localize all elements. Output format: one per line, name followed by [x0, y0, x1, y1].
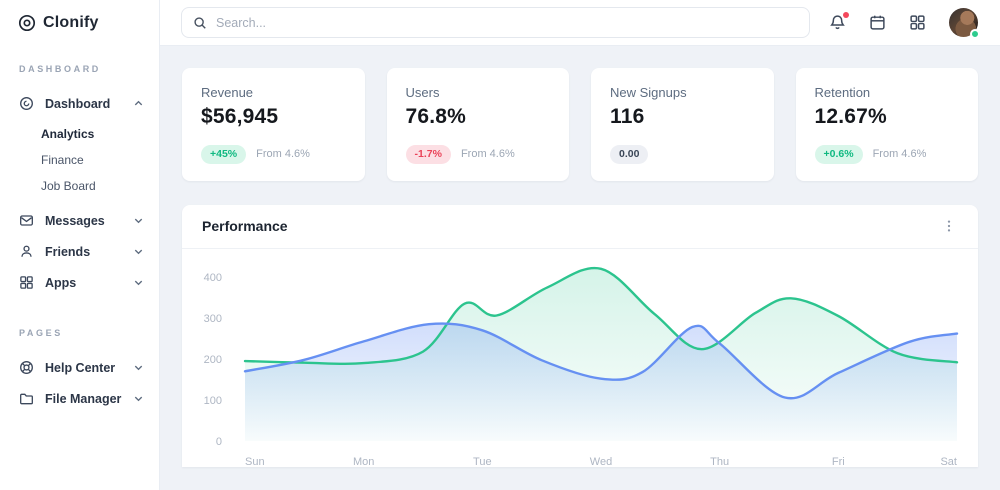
svg-text:200: 200 — [204, 354, 222, 366]
area-chart-svg: 0 100 200 300 400 Sun Mon Tue Wed Thu Fri Sat — [204, 266, 959, 468]
svg-text:Sat: Sat — [940, 456, 957, 468]
sidebar-item-dashboard[interactable]: Dashboard — [0, 88, 159, 119]
sidebar-item-label: File Manager — [45, 391, 122, 406]
stat-change-badge: +45% — [201, 145, 247, 164]
stat-change-badge: 0.00 — [610, 145, 649, 164]
sidebar-item-apps[interactable]: Apps — [0, 267, 159, 298]
svg-text:Mon: Mon — [353, 456, 374, 468]
stat-note: From 4.6% — [256, 148, 310, 161]
svg-text:Fri: Fri — [832, 456, 845, 468]
dashboard-submenu: Analytics Finance Job Board — [0, 119, 159, 205]
stat-card-new-signups: New Signups 116 0.00 — [591, 68, 774, 181]
calendar-icon — [870, 15, 885, 30]
performance-panel: Performance 0 100 200 300 400 Sun Mon Tue Wed Thu… — [182, 205, 978, 468]
chevron-down-icon — [133, 277, 144, 288]
dashboard-disc-icon — [19, 96, 34, 111]
performance-panel-header: Performance — [182, 205, 978, 249]
chevron-down-icon — [133, 215, 144, 226]
stat-card-users: Users 76.8% -1.7% From 4.6% — [386, 68, 569, 181]
performance-chart: 0 100 200 300 400 Sun Mon Tue Wed Thu Fri Sat — [182, 249, 978, 490]
stat-value: 12.67% — [814, 105, 887, 128]
svg-text:Sun: Sun — [245, 456, 265, 468]
person-icon — [19, 244, 34, 259]
calendar-button[interactable] — [869, 14, 886, 31]
stat-note: From 4.6% — [460, 148, 515, 161]
stat-title: New Signups — [610, 85, 687, 100]
grid-icon — [19, 275, 34, 290]
panel-menu-button[interactable] — [940, 217, 958, 235]
stat-card-revenue: Revenue $56,945 +45% From 4.6% — [182, 68, 365, 181]
stat-title: Retention — [814, 85, 871, 100]
folder-icon — [19, 391, 34, 406]
svg-text:Wed: Wed — [590, 456, 612, 468]
sidebar-subitem-job-board[interactable]: Job Board — [41, 179, 96, 193]
brand-logo[interactable]: Clonify — [0, 0, 159, 32]
stat-value: $56,945 — [201, 105, 279, 128]
sidebar-item-help-center[interactable]: Help Center — [0, 352, 159, 383]
section-label-pages: PAGES — [19, 328, 63, 338]
svg-text:100: 100 — [204, 395, 222, 407]
lifebuoy-icon — [19, 360, 34, 375]
stat-value: 76.8% — [405, 105, 467, 128]
chevron-up-icon — [133, 98, 144, 109]
panel-title: Performance — [202, 218, 288, 234]
online-status-dot — [970, 29, 980, 39]
chevron-down-icon — [133, 246, 144, 257]
svg-text:300: 300 — [204, 313, 222, 325]
svg-text:0: 0 — [216, 436, 222, 448]
sidebar-item-label: Help Center — [45, 360, 116, 375]
search-icon — [194, 16, 206, 29]
search-input[interactable] — [216, 15, 798, 30]
stat-title: Users — [405, 85, 440, 100]
brand-name: Clonify — [43, 14, 99, 31]
stat-value: 116 — [610, 105, 645, 128]
clonify-logo-icon — [18, 14, 36, 32]
sidebar-item-label: Friends — [45, 244, 91, 259]
section-label-dashboard: DASHBOARD — [19, 64, 101, 74]
stats-row: Revenue $56,945 +45% From 4.6% Users 76.… — [182, 68, 978, 181]
search-box — [181, 7, 810, 38]
stat-card-retention: Retention 12.67% +0.6% From 4.6% — [795, 68, 978, 181]
apps-launcher-button[interactable] — [909, 14, 926, 31]
sidebar: Clonify DASHBOARD Dashboard Analytics Fi… — [0, 0, 160, 490]
topbar — [160, 0, 1000, 46]
stat-note: From 4.6% — [872, 148, 927, 161]
user-menu[interactable] — [949, 8, 980, 39]
main-content: Revenue $56,945 +45% From 4.6% Users 76.… — [160, 46, 1000, 490]
svg-text:400: 400 — [204, 272, 222, 284]
sidebar-item-label: Messages — [45, 213, 105, 228]
chevron-down-icon — [133, 393, 144, 404]
content-column: Revenue $56,945 +45% From 4.6% Users 76.… — [160, 0, 1000, 490]
topbar-actions — [829, 8, 980, 39]
chevron-down-icon — [133, 362, 144, 373]
notifications-button[interactable] — [829, 12, 849, 31]
stat-change-badge: -1.7% — [405, 145, 451, 164]
sidebar-item-label: Dashboard — [45, 96, 111, 111]
apps-grid-icon — [910, 15, 925, 30]
sidebar-subitem-finance[interactable]: Finance — [41, 153, 84, 167]
sidebar-item-label: Apps — [45, 275, 77, 290]
stat-title: Revenue — [201, 85, 254, 100]
notification-dot — [843, 12, 849, 18]
sidebar-item-friends[interactable]: Friends — [0, 236, 159, 267]
envelope-icon — [19, 213, 34, 228]
stat-change-badge: +0.6% — [814, 145, 863, 164]
sidebar-subitem-analytics[interactable]: Analytics — [41, 127, 95, 141]
sidebar-item-messages[interactable]: Messages — [0, 205, 159, 236]
bell-icon — [830, 15, 845, 30]
svg-text:Thu: Thu — [710, 456, 729, 468]
svg-text:Tue: Tue — [473, 456, 492, 468]
kebab-menu-icon — [947, 220, 951, 232]
sidebar-item-file-manager[interactable]: File Manager — [0, 383, 159, 414]
